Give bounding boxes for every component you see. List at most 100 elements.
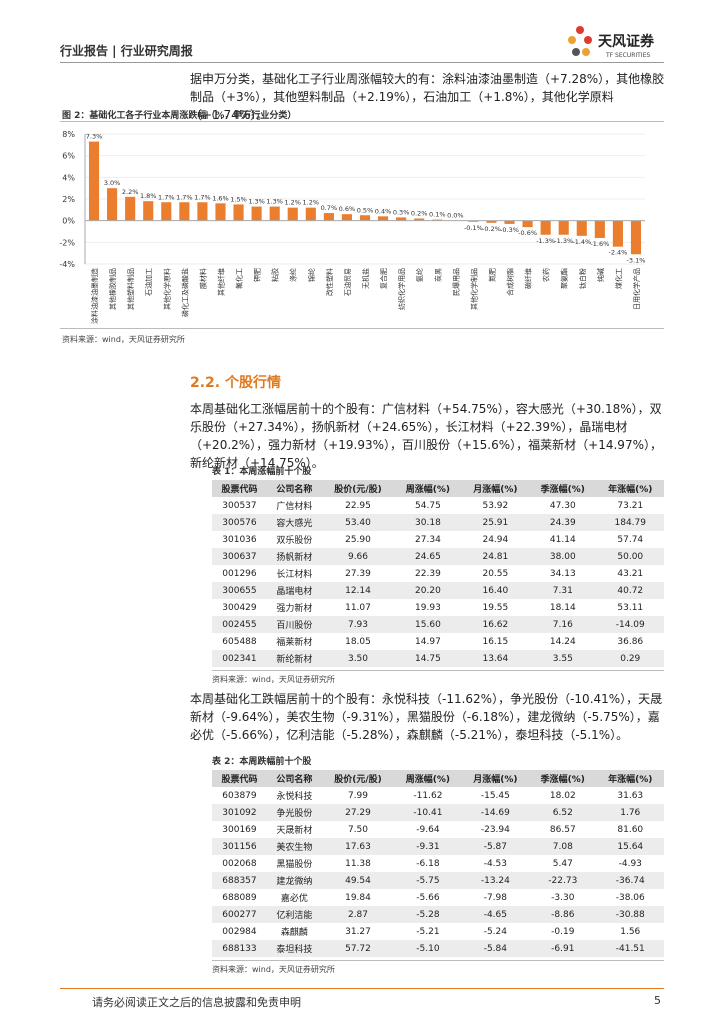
x-tick-label: 合成树脂: [506, 268, 515, 296]
x-tick-label: 锦纶: [307, 268, 316, 282]
value-label: 1.3%: [248, 198, 265, 206]
value-label: 0.5%: [357, 206, 374, 214]
cell: 13.64: [461, 650, 530, 667]
table: 股票代码 公司名称 股价(元/股) 周涨幅(%) 月涨幅(%) 季涨幅(%) 年涨幅(%) 3…: [212, 480, 664, 667]
cell: 22.95: [345, 500, 371, 511]
cell: 31.27: [345, 926, 371, 937]
logo-en: TF SECURITIES: [605, 52, 650, 59]
bar: [612, 220, 623, 247]
row: 600277 亿利洁能 2.87 -5.28 -4.65 -8.86 -30.88: [212, 906, 664, 923]
cell: 18.05: [345, 636, 371, 647]
chart: -4% -2% 0% 2% 4% 6% 8% 7.3% 涂料油漆油墨制造 3.0% 其他橡胶制品 2.…: [59, 130, 645, 324]
x-tick-label: 纺织化学用品: [397, 268, 406, 310]
cell: 301036: [222, 534, 257, 545]
header-cell: 季涨幅(%): [529, 480, 597, 497]
cell: -4.93: [618, 858, 642, 869]
paragraph: 据申万分类，基础化工子行业周涨幅较大的有：涂料油漆油墨制造（+7.28%），其他…: [190, 72, 665, 122]
header-cell: 月涨幅(%): [461, 770, 530, 787]
cell: 301092: [212, 804, 267, 821]
cell: 24.39: [529, 514, 597, 531]
cell: 福莱新材: [276, 638, 313, 648]
row: 301036 双乐股份 25.90 27.34 24.94 41.14 57.74: [212, 531, 664, 548]
cell: -30.88: [596, 906, 664, 923]
cell: 25.91: [461, 514, 530, 531]
cell: 36.86: [617, 636, 644, 647]
bar: [359, 215, 371, 221]
row: 002455 百川股份 7.93 15.60 16.62 7.16 -14.09: [212, 616, 664, 633]
bar: [323, 213, 334, 221]
cell: 54.75: [415, 500, 441, 511]
cell: 14.75: [394, 650, 462, 667]
cell: 1.76: [596, 804, 664, 821]
cell: 3.55: [529, 650, 597, 667]
x-tick-label: 氨纶: [415, 268, 424, 282]
cell: 争光股份: [266, 804, 322, 821]
bar: [540, 220, 551, 235]
paragraph: 本周基础化工跌幅居前十的个股有：永悦科技（-11.62%），争光股份（-10.4…: [190, 692, 663, 742]
cell: 53.11: [617, 602, 644, 613]
row: 002984 森麒麟 31.27 -5.21 -5.24 -0.19 1.56: [212, 923, 664, 940]
value-label: 0.2%: [411, 210, 428, 218]
rule: [60, 328, 664, 329]
cell: 16.15: [482, 636, 509, 647]
y-tick-label: -4%: [59, 260, 75, 269]
bar: [486, 220, 497, 223]
cell: 19.84: [345, 892, 371, 903]
header-row: 股票代码 公司名称 股价(元/股) 周涨幅(%) 月涨幅(%) 季涨幅(%) 年涨幅(%): [212, 480, 664, 497]
header-cell: 股票代码: [212, 770, 267, 787]
bar: [341, 214, 352, 221]
value-label: -0.1%: [464, 224, 483, 232]
row: 603879 永悦科技 7.99 -11.62 -15.45 18.02 31.63: [212, 787, 664, 804]
cell: 47.30: [549, 500, 576, 511]
logo: 天风证券 TF SECURITIES: [568, 26, 655, 59]
header-cell: 公司名称: [266, 480, 322, 497]
x-tick-label: 膜材料: [198, 268, 207, 289]
value-label: 1.3%: [266, 198, 283, 206]
x-tick-label: 纯碱: [596, 268, 605, 282]
x-tick-label: 日用化学产品: [632, 268, 641, 310]
cell: 002068: [222, 858, 257, 869]
cell: 40.72: [596, 582, 664, 599]
value-label: 1.5%: [230, 195, 247, 203]
cell: -5.87: [461, 838, 530, 855]
bar: [522, 220, 533, 228]
cell: 天晟新材: [276, 826, 313, 836]
y-tick-label: 2%: [62, 195, 75, 204]
cell: -41.51: [596, 940, 664, 957]
row: 300655 晶瑞电材 12.14 20.20 16.40 7.31 40.72: [212, 582, 664, 599]
bar: [179, 202, 190, 221]
cell: -7.98: [483, 892, 507, 903]
row: 688133 泰坦科技 57.72 -5.10 -5.84 -6.91 -41.51: [212, 940, 664, 957]
bar: [468, 220, 479, 222]
row: 688357 建龙微纳 49.54 -5.75 -13.24 -22.73 -36.74: [212, 872, 664, 889]
cell: 24.65: [394, 548, 462, 565]
cell: 建龙微纳: [266, 872, 322, 889]
cell: -5.21: [416, 926, 440, 937]
x-tick-label: 其他纤维: [216, 268, 225, 296]
cell: 300576: [212, 514, 267, 531]
logo-text: 天风证券: [598, 33, 655, 50]
value-label: -1.3%: [536, 237, 555, 245]
x-tick-label: 磷化工及磷酸盐: [180, 268, 189, 317]
cell: 57.74: [617, 534, 644, 545]
cell: 晶瑞电材: [266, 582, 322, 599]
paragraph: 本周基础化工涨幅居前十的个股有：广信材料（+54.75%），容大感光（+30.1…: [190, 402, 662, 470]
header-cell: 周涨幅(%): [394, 480, 462, 497]
y-tick-label: 8%: [62, 130, 75, 139]
cell: 688089: [222, 892, 257, 903]
cell: 11.38: [345, 858, 371, 869]
cell: -22.73: [529, 872, 597, 889]
cell: 容大感光: [266, 514, 322, 531]
header-rule: [60, 62, 664, 63]
x-tick-label: 炭黑: [434, 268, 442, 282]
cell: -8.86: [529, 906, 597, 923]
cell: 0.29: [596, 650, 664, 667]
cell: 7.31: [529, 582, 597, 599]
cell: -0.19: [551, 926, 575, 937]
cell: -13.24: [461, 872, 530, 889]
disclaimer: 请务必阅读正文之后的信息披露和免责申明: [92, 996, 301, 1009]
value-label: 0.6%: [339, 205, 356, 213]
value-label: 0.7%: [321, 204, 338, 212]
cell: -38.06: [615, 892, 645, 903]
